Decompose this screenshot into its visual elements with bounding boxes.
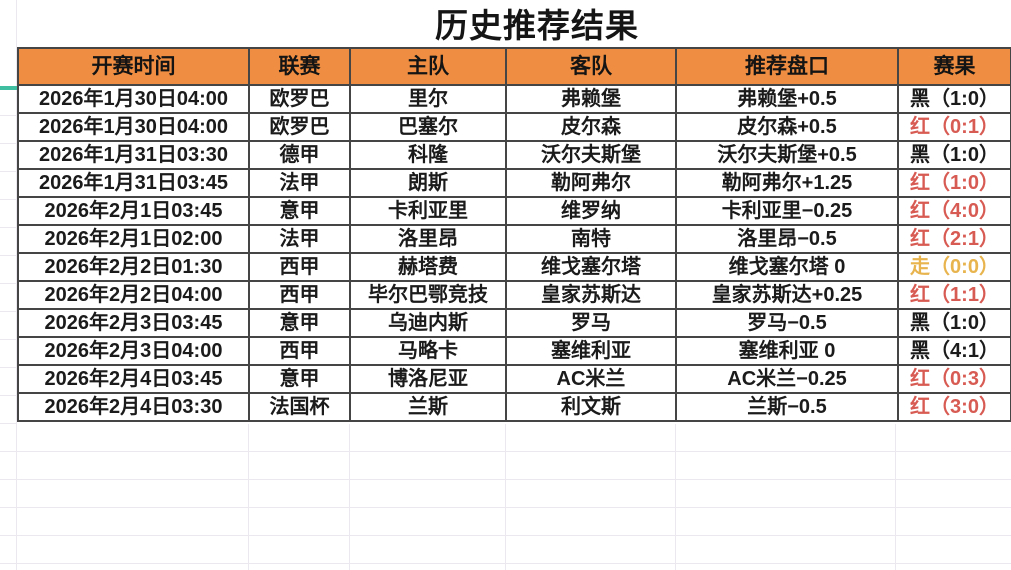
column-header-home-team[interactable]: 主队 [351, 49, 507, 86]
cell-handicap[interactable]: 塞维利亚 0 [677, 338, 899, 366]
cell-result[interactable]: 红（1:0） [899, 170, 1011, 198]
cell-result[interactable]: 黑（1:0） [899, 310, 1011, 338]
cell-handicap[interactable]: 皇家苏斯达+0.25 [677, 282, 899, 310]
table-row: 2026年2月2日01:30 西甲 赫塔费 维戈塞尔塔 维戈塞尔塔 0 走（0:… [19, 254, 1011, 282]
cell-league[interactable]: 意甲 [250, 366, 351, 394]
cell-league[interactable]: 西甲 [250, 254, 351, 282]
table-row: 2026年2月2日04:00 西甲 毕尔巴鄂竞技 皇家苏斯达 皇家苏斯达+0.2… [19, 282, 1011, 310]
cell-result[interactable]: 黑（4:1） [899, 338, 1011, 366]
cell-result[interactable]: 红（4:0） [899, 198, 1011, 226]
cell-home-team[interactable]: 里尔 [351, 86, 507, 114]
cell-kickoff-time[interactable]: 2026年2月1日02:00 [19, 226, 250, 254]
column-header-kickoff-time[interactable]: 开赛时间 [19, 49, 250, 86]
cell-kickoff-time[interactable]: 2026年2月4日03:30 [19, 394, 250, 422]
freeze-pane-indicator [0, 86, 17, 90]
cell-kickoff-time[interactable]: 2026年2月2日04:00 [19, 282, 250, 310]
table-row: 2026年2月1日03:45 意甲 卡利亚里 维罗纳 卡利亚里−0.25 红（4… [19, 198, 1011, 226]
cell-away-team[interactable]: 沃尔夫斯堡 [507, 142, 677, 170]
table-row: 2026年2月1日02:00 法甲 洛里昂 南特 洛里昂−0.5 红（2:1） [19, 226, 1011, 254]
cell-handicap[interactable]: 维戈塞尔塔 0 [677, 254, 899, 282]
page-title: 历史推荐结果 [435, 7, 639, 44]
cell-handicap[interactable]: 皮尔森+0.5 [677, 114, 899, 142]
results-table: 开赛时间 联赛 主队 客队 推荐盘口 赛果 2026年1月30日04:00 欧罗… [17, 47, 1011, 422]
cell-away-team[interactable]: 罗马 [507, 310, 677, 338]
cell-league[interactable]: 法甲 [250, 170, 351, 198]
column-header-result[interactable]: 赛果 [899, 49, 1011, 86]
cell-result[interactable]: 红（3:0） [899, 394, 1011, 422]
cell-result[interactable]: 黑（1:0） [899, 86, 1011, 114]
column-header-league[interactable]: 联赛 [250, 49, 351, 86]
cell-home-team[interactable]: 兰斯 [351, 394, 507, 422]
cell-handicap[interactable]: 沃尔夫斯堡+0.5 [677, 142, 899, 170]
cell-away-team[interactable]: 维罗纳 [507, 198, 677, 226]
cell-kickoff-time[interactable]: 2026年2月4日03:45 [19, 366, 250, 394]
column-header-away-team[interactable]: 客队 [507, 49, 677, 86]
cell-home-team[interactable]: 科隆 [351, 142, 507, 170]
sheet-gridlines-left-margin [0, 88, 17, 426]
cell-handicap[interactable]: 洛里昂−0.5 [677, 226, 899, 254]
cell-home-team[interactable]: 赫塔费 [351, 254, 507, 282]
cell-kickoff-time[interactable]: 2026年1月30日04:00 [19, 86, 250, 114]
table-row: 2026年1月31日03:30 德甲 科隆 沃尔夫斯堡 沃尔夫斯堡+0.5 黑（… [19, 142, 1011, 170]
cell-home-team[interactable]: 巴塞尔 [351, 114, 507, 142]
cell-away-team[interactable]: 利文斯 [507, 394, 677, 422]
cell-handicap[interactable]: 勒阿弗尔+1.25 [677, 170, 899, 198]
cell-home-team[interactable]: 洛里昂 [351, 226, 507, 254]
cell-home-team[interactable]: 毕尔巴鄂竞技 [351, 282, 507, 310]
table-row: 2026年2月3日03:45 意甲 乌迪内斯 罗马 罗马−0.5 黑（1:0） [19, 310, 1011, 338]
cell-league[interactable]: 法甲 [250, 226, 351, 254]
cell-kickoff-time[interactable]: 2026年2月3日03:45 [19, 310, 250, 338]
results-table-header-row: 开赛时间 联赛 主队 客队 推荐盘口 赛果 [19, 49, 1011, 86]
cell-league[interactable]: 西甲 [250, 282, 351, 310]
cell-away-team[interactable]: 南特 [507, 226, 677, 254]
cell-handicap[interactable]: AC米兰−0.25 [677, 366, 899, 394]
cell-home-team[interactable]: 马略卡 [351, 338, 507, 366]
cell-home-team[interactable]: 乌迪内斯 [351, 310, 507, 338]
cell-result[interactable]: 黑（1:0） [899, 142, 1011, 170]
column-header-handicap[interactable]: 推荐盘口 [677, 49, 899, 86]
cell-league[interactable]: 欧罗巴 [250, 114, 351, 142]
cell-home-team[interactable]: 博洛尼亚 [351, 366, 507, 394]
table-row: 2026年2月3日04:00 西甲 马略卡 塞维利亚 塞维利亚 0 黑（4:1） [19, 338, 1011, 366]
cell-away-team[interactable]: 勒阿弗尔 [507, 170, 677, 198]
table-row: 2026年2月4日03:30 法国杯 兰斯 利文斯 兰斯−0.5 红（3:0） [19, 394, 1011, 422]
cell-away-team[interactable]: 皮尔森 [507, 114, 677, 142]
cell-away-team[interactable]: AC米兰 [507, 366, 677, 394]
cell-away-team[interactable]: 皇家苏斯达 [507, 282, 677, 310]
cell-kickoff-time[interactable]: 2026年1月30日04:00 [19, 114, 250, 142]
cell-handicap[interactable]: 弗赖堡+0.5 [677, 86, 899, 114]
cell-league[interactable]: 法国杯 [250, 394, 351, 422]
table-row: 2026年1月30日04:00 欧罗巴 巴塞尔 皮尔森 皮尔森+0.5 红（0:… [19, 114, 1011, 142]
cell-away-team[interactable]: 塞维利亚 [507, 338, 677, 366]
table-row: 2026年1月31日03:45 法甲 朗斯 勒阿弗尔 勒阿弗尔+1.25 红（1… [19, 170, 1011, 198]
cell-kickoff-time[interactable]: 2026年1月31日03:30 [19, 142, 250, 170]
table-row: 2026年1月30日04:00 欧罗巴 里尔 弗赖堡 弗赖堡+0.5 黑（1:0… [19, 86, 1011, 114]
cell-league[interactable]: 意甲 [250, 310, 351, 338]
cell-league[interactable]: 欧罗巴 [250, 86, 351, 114]
cell-league[interactable]: 西甲 [250, 338, 351, 366]
cell-result[interactable]: 红（0:1） [899, 114, 1011, 142]
cell-result[interactable]: 红（2:1） [899, 226, 1011, 254]
cell-kickoff-time[interactable]: 2026年2月1日03:45 [19, 198, 250, 226]
cell-league[interactable]: 意甲 [250, 198, 351, 226]
table-body: 2026年1月30日04:00 欧罗巴 里尔 弗赖堡 弗赖堡+0.5 黑（1:0… [19, 86, 1011, 422]
cell-handicap[interactable]: 罗马−0.5 [677, 310, 899, 338]
cell-league[interactable]: 德甲 [250, 142, 351, 170]
cell-result[interactable]: 红（1:1） [899, 282, 1011, 310]
sheet-gridlines-horizontal [0, 424, 1011, 570]
cell-away-team[interactable]: 弗赖堡 [507, 86, 677, 114]
cell-kickoff-time[interactable]: 2026年2月2日01:30 [19, 254, 250, 282]
cell-kickoff-time[interactable]: 2026年1月31日03:45 [19, 170, 250, 198]
cell-away-team[interactable]: 维戈塞尔塔 [507, 254, 677, 282]
cell-handicap[interactable]: 卡利亚里−0.25 [677, 198, 899, 226]
cell-home-team[interactable]: 卡利亚里 [351, 198, 507, 226]
cell-result[interactable]: 红（0:3） [899, 366, 1011, 394]
cell-kickoff-time[interactable]: 2026年2月3日04:00 [19, 338, 250, 366]
table-row: 2026年2月4日03:45 意甲 博洛尼亚 AC米兰 AC米兰−0.25 红（… [19, 366, 1011, 394]
cell-home-team[interactable]: 朗斯 [351, 170, 507, 198]
cell-result[interactable]: 走（0:0） [899, 254, 1011, 282]
cell-handicap[interactable]: 兰斯−0.5 [677, 394, 899, 422]
